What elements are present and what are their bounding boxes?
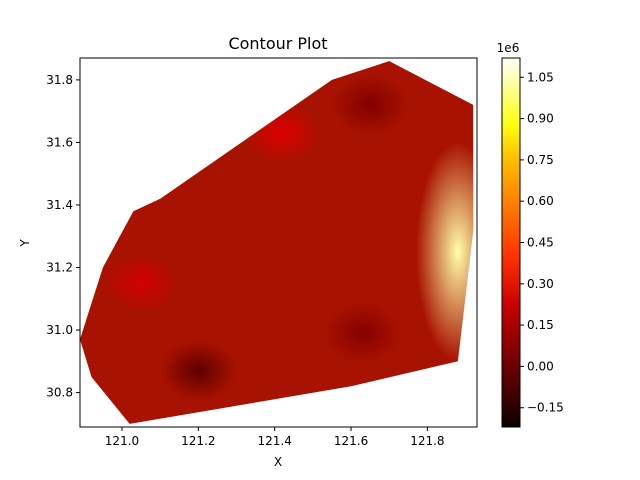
y-tick-label: 31.4 bbox=[46, 198, 73, 212]
y-tick-label: 31.2 bbox=[46, 261, 73, 275]
x-tick-label: 121.6 bbox=[334, 434, 368, 448]
y-tick-label: 31.6 bbox=[46, 135, 73, 149]
y-axis-ticks: 30.8 31.0 31.2 31.4 31.6 31.8 bbox=[46, 73, 80, 400]
colorbar-tick-label: −0.15 bbox=[527, 401, 564, 415]
contour-low-region bbox=[160, 340, 237, 401]
y-tick-label: 31.8 bbox=[46, 73, 73, 87]
x-tick-label: 121.2 bbox=[181, 434, 215, 448]
x-tick-label: 121.8 bbox=[410, 434, 444, 448]
contour-high-region bbox=[415, 141, 474, 362]
contour-domain bbox=[80, 61, 474, 424]
colorbar-tick-label: 0.15 bbox=[527, 318, 554, 332]
y-tick-label: 30.8 bbox=[46, 386, 73, 400]
chart-title: Contour Plot bbox=[228, 34, 327, 53]
colorbar-tick-label: 0.60 bbox=[527, 194, 554, 208]
contour-moderate-region bbox=[244, 103, 321, 164]
contour-features bbox=[103, 74, 474, 401]
colorbar-tick-label: 0.30 bbox=[527, 277, 554, 291]
x-axis-ticks: 121.0 121.2 121.4 121.6 121.8 bbox=[105, 427, 445, 448]
colorbar-offset-text: 1e6 bbox=[497, 41, 520, 55]
contour-low-region bbox=[332, 74, 409, 135]
plot-frame bbox=[79, 57, 478, 428]
y-axis-label: Y bbox=[18, 239, 32, 248]
plot-area bbox=[80, 61, 474, 424]
colorbar-tick-label: 0.75 bbox=[527, 153, 554, 167]
colorbar-ticks: −0.15 0.00 0.15 0.30 0.45 0.60 0.75 0.90 1.05 bbox=[520, 70, 564, 415]
colorbar-tick-label: 0.90 bbox=[527, 112, 554, 126]
x-tick-label: 121.4 bbox=[258, 434, 292, 448]
colorbar-tick-label: 1.05 bbox=[527, 70, 554, 84]
contour-moderate-region bbox=[103, 253, 180, 314]
colorbar bbox=[501, 57, 521, 428]
x-axis-label: X bbox=[274, 455, 282, 469]
x-tick-label: 121.0 bbox=[105, 434, 139, 448]
contour-low-region bbox=[324, 303, 401, 364]
colorbar-tick-label: 0.45 bbox=[527, 236, 554, 250]
colorbar-tick-label: 0.00 bbox=[527, 359, 554, 373]
y-tick-label: 31.0 bbox=[46, 323, 73, 337]
